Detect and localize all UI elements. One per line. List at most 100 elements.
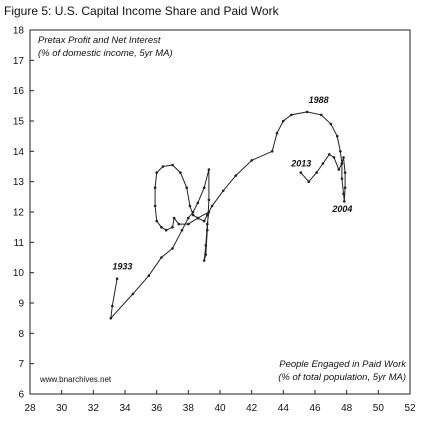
data-point bbox=[328, 153, 331, 156]
y-tick-label: 17 bbox=[13, 56, 25, 67]
year-annotations: 1933 1988 2013 2004 bbox=[112, 95, 352, 272]
x-axis-tick-labels: 28 30 32 34 36 38 40 42 44 46 48 50 52 bbox=[24, 403, 416, 414]
data-point bbox=[191, 213, 195, 217]
y-axis-title-line-1: Pretax Profit and Net Interest bbox=[38, 35, 161, 46]
y-tick-label: 9 bbox=[18, 299, 24, 310]
x-tick-label: 50 bbox=[373, 403, 385, 414]
data-point bbox=[202, 186, 206, 189]
data-point bbox=[332, 156, 336, 159]
year-annotation: 2013 bbox=[290, 159, 311, 169]
data-point bbox=[234, 174, 238, 177]
y-tick-label: 6 bbox=[18, 390, 24, 401]
y-axis-title-line-2: (% of domestic income, 5yr MA) bbox=[38, 48, 173, 59]
source-credit: www.bnarchives.net bbox=[39, 375, 112, 384]
y-tick-label: 15 bbox=[13, 117, 25, 128]
data-point bbox=[343, 200, 346, 203]
data-point bbox=[342, 156, 345, 159]
data-point bbox=[207, 198, 211, 202]
data-point bbox=[131, 292, 135, 296]
y-tick-label: 11 bbox=[14, 238, 25, 249]
data-point bbox=[206, 222, 209, 226]
data-point bbox=[147, 274, 151, 278]
data-point bbox=[337, 168, 341, 171]
data-point bbox=[111, 304, 114, 308]
year-annotation: 2004 bbox=[331, 204, 352, 214]
plot-frame bbox=[29, 29, 411, 395]
data-point bbox=[160, 225, 163, 229]
y-tick-label: 7 bbox=[18, 359, 24, 370]
data-point bbox=[204, 244, 208, 247]
data-point bbox=[340, 162, 344, 165]
x-tick-label: 38 bbox=[183, 403, 195, 414]
data-point bbox=[343, 186, 347, 189]
data-point bbox=[153, 204, 157, 208]
y-tick-label: 16 bbox=[13, 86, 25, 97]
data-point bbox=[191, 210, 195, 214]
data-point bbox=[305, 110, 309, 114]
x-tick-label: 34 bbox=[119, 403, 131, 414]
x-tick-label: 40 bbox=[214, 403, 226, 414]
series-line bbox=[110, 111, 346, 320]
x-axis-title-line-2: (% of total population, 5yr MA) bbox=[278, 372, 406, 383]
x-tick-label: 30 bbox=[56, 403, 68, 414]
data-point bbox=[188, 204, 192, 208]
data-point bbox=[153, 186, 157, 189]
data-point bbox=[343, 171, 347, 174]
data-point bbox=[172, 216, 176, 220]
data-point bbox=[339, 150, 342, 153]
x-tick-label: 28 bbox=[24, 403, 36, 414]
data-point bbox=[307, 180, 311, 183]
data-point bbox=[180, 228, 184, 232]
data-point bbox=[207, 210, 211, 214]
data-point bbox=[196, 201, 200, 205]
data-point bbox=[329, 122, 333, 126]
figure-title: Figure 5: U.S. Capital Income Share and … bbox=[4, 4, 279, 18]
y-tick-label: 13 bbox=[13, 177, 25, 188]
y-tick-label: 14 bbox=[13, 147, 25, 158]
year-annotation: 1988 bbox=[309, 95, 329, 105]
x-tick-label: 32 bbox=[88, 403, 100, 414]
data-point bbox=[342, 192, 345, 196]
data-point bbox=[202, 259, 206, 262]
data-point bbox=[206, 228, 209, 232]
data-point bbox=[206, 213, 209, 217]
data-point bbox=[187, 222, 190, 226]
x-tick-label: 44 bbox=[278, 403, 290, 414]
data-point bbox=[299, 171, 303, 174]
data-point bbox=[221, 189, 225, 193]
data-point bbox=[207, 168, 211, 171]
data-point bbox=[335, 134, 339, 138]
data-point bbox=[282, 119, 285, 123]
x-tick-label: 42 bbox=[246, 403, 258, 414]
data-point bbox=[275, 131, 279, 135]
y-tick-label: 18 bbox=[13, 26, 25, 37]
data-point bbox=[321, 162, 325, 165]
x-tick-label: 36 bbox=[151, 403, 163, 414]
data-point bbox=[270, 150, 274, 153]
data-point bbox=[164, 228, 168, 232]
data-point bbox=[204, 253, 208, 256]
data-point bbox=[115, 277, 119, 281]
data-point bbox=[185, 186, 188, 189]
x-tick-label: 52 bbox=[404, 403, 416, 414]
data-point bbox=[187, 216, 190, 220]
data-point bbox=[177, 222, 181, 226]
data-point bbox=[196, 216, 200, 220]
y-tick-label: 12 bbox=[13, 208, 25, 219]
data-point bbox=[160, 256, 163, 259]
data-point bbox=[171, 163, 174, 167]
x-axis-ticks bbox=[29, 390, 411, 394]
x-tick-label: 46 bbox=[309, 403, 321, 414]
data-point bbox=[179, 171, 182, 174]
x-tick-label: 48 bbox=[341, 403, 353, 414]
y-axis-ticks bbox=[30, 29, 34, 395]
data-point bbox=[171, 247, 174, 250]
data-point bbox=[109, 316, 113, 320]
data-point bbox=[171, 225, 174, 229]
data-point bbox=[202, 219, 206, 223]
data-point bbox=[340, 177, 344, 180]
y-axis-tick-labels: 6 7 8 9 10 11 12 13 14 15 16 17 18 bbox=[13, 26, 25, 401]
data-point bbox=[155, 219, 158, 223]
data-point bbox=[210, 204, 214, 208]
data-point bbox=[315, 171, 318, 174]
